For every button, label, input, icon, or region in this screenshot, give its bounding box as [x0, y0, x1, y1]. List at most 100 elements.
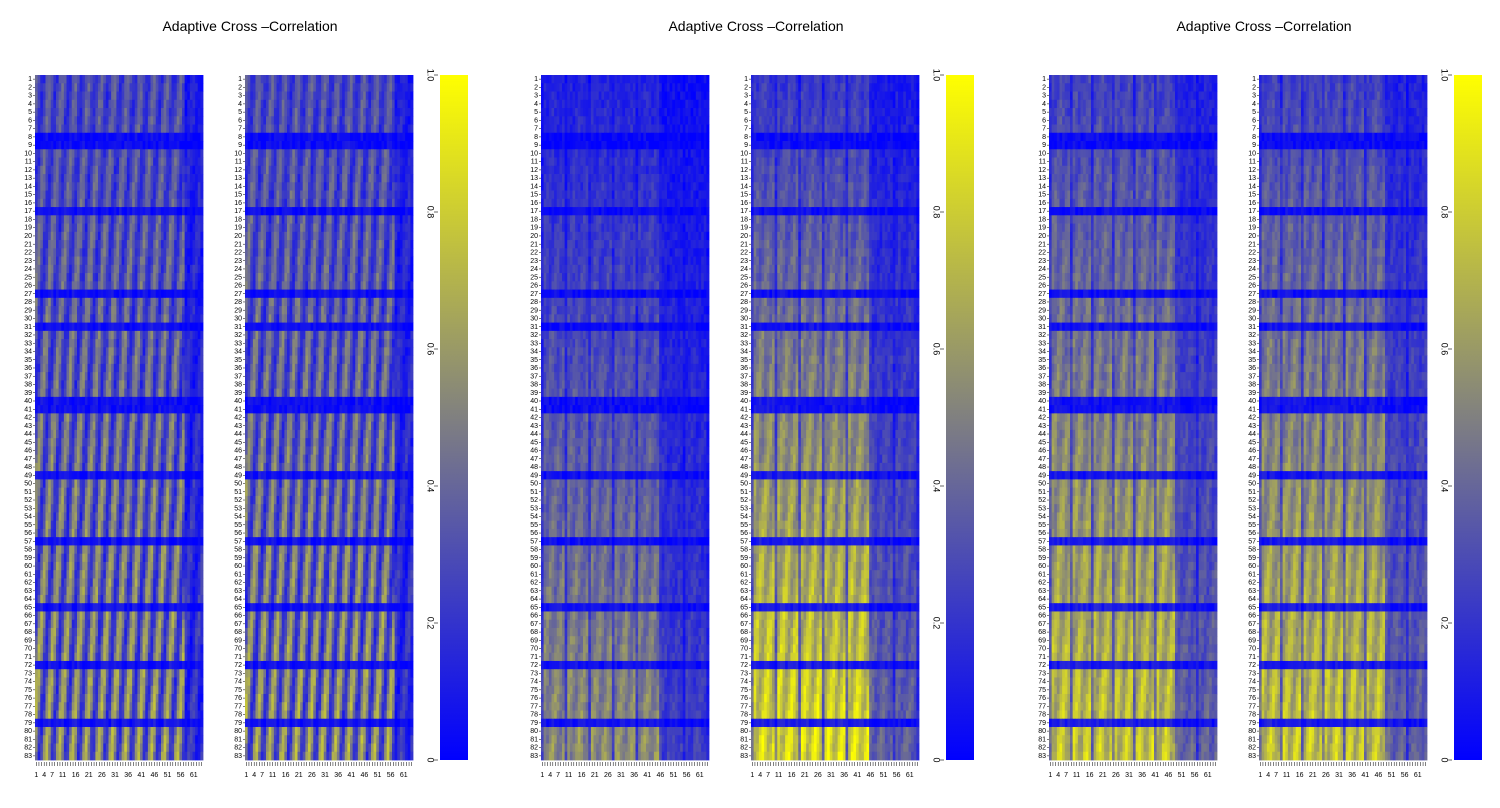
heatmap-cell	[171, 619, 175, 629]
heatmap-cell	[182, 231, 186, 241]
heatmap-cell	[90, 462, 94, 472]
heatmap-cell	[74, 75, 78, 84]
heatmap-cell	[163, 372, 167, 381]
heatmap-cell	[121, 454, 125, 464]
heatmap-cell	[100, 479, 104, 489]
heatmap-cell	[58, 190, 62, 200]
heatmap-cell	[103, 537, 107, 546]
heatmap-cell	[108, 438, 112, 447]
heatmap-cell	[103, 215, 107, 224]
heatmap-cell	[124, 537, 128, 546]
heatmap-cell	[161, 619, 165, 629]
heatmap-cell	[163, 306, 167, 315]
heatmap-cell	[42, 314, 46, 323]
heatmap-cell	[174, 157, 178, 167]
heatmap-cell	[45, 520, 49, 530]
heatmap-cell	[124, 652, 128, 662]
heatmap-cell	[171, 363, 175, 373]
heatmap-cell	[35, 603, 39, 612]
heatmap-cell	[45, 652, 49, 662]
heatmap-cell	[87, 545, 91, 555]
heatmap-cell	[42, 644, 46, 654]
heatmap-cell	[132, 256, 136, 266]
heatmap-cell	[124, 372, 128, 381]
heatmap-cell	[95, 520, 99, 530]
heatmap-cell	[116, 627, 120, 637]
heatmap-cell	[155, 660, 159, 670]
heatmap-cell	[56, 702, 60, 711]
heatmap-cell	[92, 207, 96, 216]
heatmap-cell	[176, 190, 180, 200]
heatmap-cell	[98, 132, 102, 142]
heatmap-cell	[126, 636, 130, 645]
heatmap-cell	[37, 644, 41, 654]
heatmap-cell	[176, 446, 180, 456]
heatmap-cell	[108, 314, 112, 323]
heatmap-cell	[176, 586, 180, 596]
heatmap-cell	[145, 586, 149, 596]
heatmap-cell	[35, 652, 39, 662]
heatmap-cell	[155, 207, 159, 216]
heatmap-cell	[61, 479, 65, 489]
heatmap-cell	[126, 611, 130, 621]
heatmap-cell	[111, 388, 115, 398]
heatmap-cell	[40, 388, 44, 398]
heatmap-cell	[45, 182, 49, 191]
heatmap-cell	[192, 586, 196, 596]
heatmap-cell	[40, 355, 44, 365]
heatmap-cell	[98, 157, 102, 167]
heatmap-cell	[137, 231, 141, 241]
heatmap-cell	[192, 190, 196, 200]
heatmap-cell	[79, 429, 83, 439]
heatmap-cell	[192, 165, 196, 175]
heatmap-cell	[150, 578, 154, 588]
heatmap-cell	[105, 83, 109, 92]
heatmap-cell	[108, 264, 112, 274]
heatmap-cell	[56, 380, 60, 390]
heatmap-cell	[124, 297, 128, 307]
heatmap-cell	[92, 75, 96, 84]
heatmap-cell	[200, 297, 204, 307]
heatmap-cell	[45, 231, 49, 241]
heatmap-cell	[163, 487, 167, 497]
heatmap-cell	[182, 380, 186, 390]
heatmap-cell	[74, 619, 78, 629]
heatmap-cell	[50, 611, 54, 621]
heatmap-cell	[200, 198, 204, 208]
heatmap-cell	[200, 462, 204, 472]
heatmap-cell	[95, 380, 99, 390]
heatmap-cell	[132, 545, 136, 555]
heatmap-cell	[61, 710, 65, 720]
heatmap-cell	[61, 702, 65, 711]
heatmap-cell	[40, 528, 44, 538]
heatmap-cell	[37, 116, 41, 125]
heatmap-cell	[42, 83, 46, 92]
heatmap-cell	[195, 644, 199, 654]
heatmap-cell	[155, 578, 159, 588]
heatmap-cell	[116, 281, 120, 290]
heatmap-cell	[95, 339, 99, 348]
heatmap-cell	[153, 429, 157, 439]
heatmap-cell	[163, 339, 167, 348]
heatmap-cell	[142, 372, 146, 381]
heatmap-cell	[74, 207, 78, 216]
heatmap-cell	[166, 413, 170, 423]
heatmap-cell	[153, 487, 157, 497]
heatmap-cell	[103, 545, 107, 555]
heatmap-cell	[103, 578, 107, 588]
heatmap-cell	[142, 495, 146, 505]
heatmap-cell	[155, 363, 159, 373]
heatmap-cell	[174, 322, 178, 332]
heatmap-cell	[147, 165, 151, 175]
heatmap-cell	[84, 124, 88, 134]
heatmap-cell	[197, 693, 201, 703]
heatmap-cell	[166, 306, 170, 315]
heatmap-cell	[134, 438, 138, 447]
heatmap-cell	[184, 611, 188, 621]
heatmap-cell	[158, 157, 162, 167]
heatmap-cell	[166, 363, 170, 373]
heatmap-cell	[192, 108, 196, 117]
heatmap-cell	[48, 330, 52, 340]
heatmap-cell	[116, 363, 120, 373]
heatmap-cell	[103, 380, 107, 390]
